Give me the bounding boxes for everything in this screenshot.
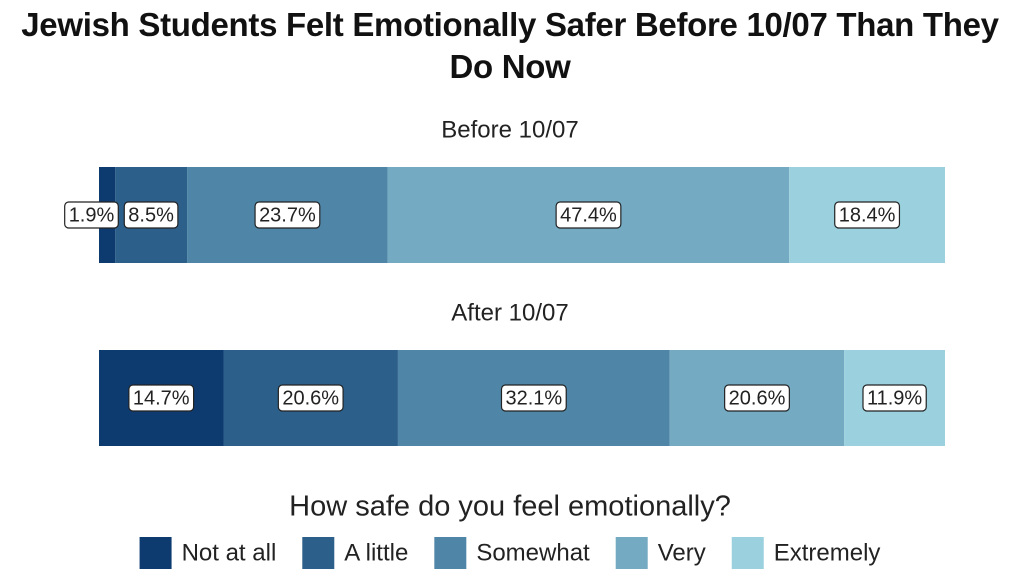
- facet-label: After 10/07: [451, 299, 568, 326]
- value-label-text: 1.9%: [69, 204, 115, 226]
- legend-swatch: [139, 537, 172, 569]
- value-label-text: 18.4%: [839, 204, 896, 226]
- legend-swatch: [731, 537, 764, 569]
- facet-label: Before 10/07: [441, 116, 578, 143]
- legend-swatch: [434, 537, 467, 569]
- value-label-text: 32.1%: [505, 387, 562, 409]
- value-label-text: 20.6%: [282, 387, 339, 409]
- value-label: 32.1%: [500, 384, 567, 412]
- value-label: 18.4%: [834, 201, 901, 229]
- label-box: [254, 201, 321, 229]
- label-box: [724, 384, 790, 412]
- legend-swatch: [302, 537, 335, 569]
- legend-label: Extremely: [774, 539, 881, 566]
- label-box: [277, 384, 344, 412]
- value-label-text: 23.7%: [259, 204, 316, 226]
- legend-swatch: [615, 537, 648, 569]
- value-label-text: 8.5%: [128, 204, 174, 226]
- value-label: 1.9%: [64, 201, 119, 229]
- label-box: [500, 384, 567, 412]
- value-label: 8.5%: [123, 201, 179, 229]
- label-box: [834, 201, 901, 229]
- value-label: 23.7%: [254, 201, 321, 229]
- legend-label: Not at all: [182, 539, 277, 566]
- value-label-text: 14.7%: [133, 387, 190, 409]
- label-box: [64, 201, 119, 229]
- value-label: 11.9%: [862, 384, 927, 412]
- value-label: 47.4%: [555, 201, 622, 229]
- value-label-text: 47.4%: [560, 204, 617, 226]
- label-box: [128, 384, 195, 412]
- label-box: [123, 201, 179, 229]
- label-box: [555, 201, 622, 229]
- value-label: 14.7%: [128, 384, 195, 412]
- label-box: [862, 384, 927, 412]
- value-label: 20.6%: [277, 384, 344, 412]
- value-label-text: 11.9%: [867, 387, 922, 409]
- legend-title: How safe do you feel emotionally?: [289, 491, 731, 523]
- value-label-text: 20.6%: [729, 387, 786, 409]
- legend-label: A little: [344, 539, 408, 566]
- chart-title: Jewish Students Felt Emotionally Safer B…: [21, 6, 999, 85]
- value-label: 20.6%: [724, 384, 790, 412]
- legend-label: Somewhat: [476, 539, 590, 566]
- legend-label: Very: [658, 539, 706, 566]
